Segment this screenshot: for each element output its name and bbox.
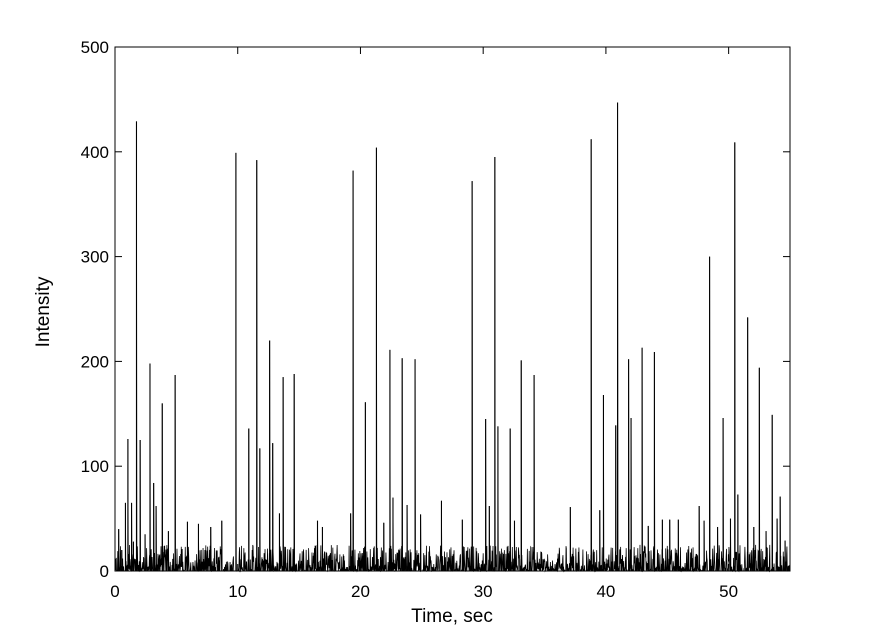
x-tick-label-30: 30 (474, 582, 493, 601)
x-tick-label-40: 40 (596, 582, 615, 601)
signal-series (114, 102, 791, 573)
plot-area (115, 47, 790, 571)
y-tick-label-0: 0 (100, 562, 109, 581)
y-axis-label: Intensity (33, 276, 54, 347)
y-tick-label-100: 100 (81, 457, 109, 476)
x-tick-label-10: 10 (228, 582, 247, 601)
x-tick-label-20: 20 (351, 582, 370, 601)
y-axis-ticks: 0 100 200 300 400 500 (81, 38, 790, 581)
y-tick-label-500: 500 (81, 38, 109, 57)
y-tick-label-300: 300 (81, 248, 109, 267)
y-tick-label-200: 200 (81, 352, 109, 371)
x-tick-label-0: 0 (110, 582, 119, 601)
x-axis-label: Time, sec (411, 606, 493, 627)
plot-frame (114, 46, 791, 572)
x-axis-ticks: 0 10 20 30 40 50 (110, 47, 738, 601)
x-tick-label-50: 50 (719, 582, 738, 601)
y-tick-label-400: 400 (81, 143, 109, 162)
